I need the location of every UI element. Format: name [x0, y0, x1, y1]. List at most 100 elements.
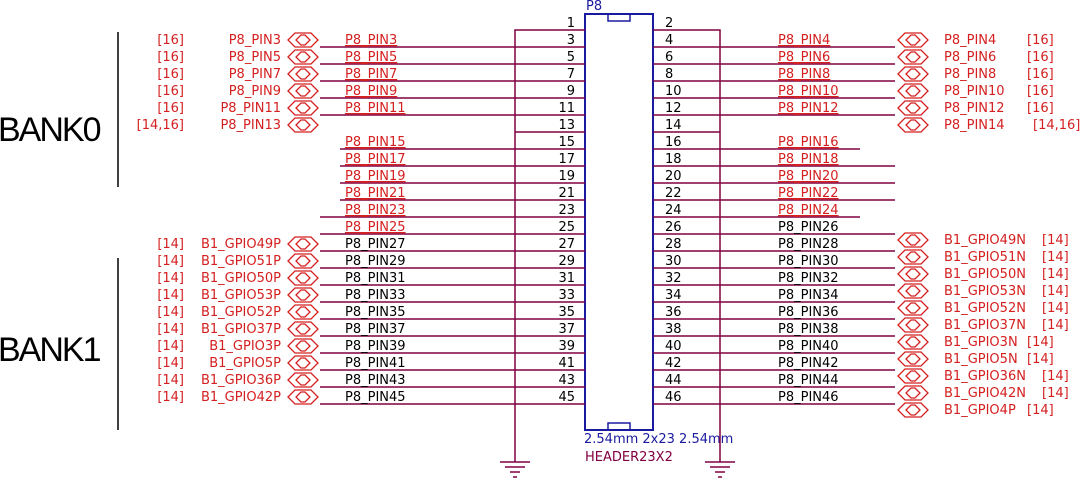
- net-label: P8_PIN38: [778, 322, 839, 337]
- left-port-b1-gpio50p: [14] B1_GPIO50P: [157, 270, 319, 286]
- net-label: P8_PIN20: [778, 169, 839, 184]
- net-label: P8_PIN35: [345, 305, 406, 320]
- pin-30: 30 P8_PIN30: [653, 254, 895, 269]
- port-name: B1_GPIO49P: [201, 237, 281, 252]
- port-name: B1_GPIO36P: [201, 373, 281, 388]
- pin-43: 43 P8_PIN43: [320, 373, 585, 388]
- pin-number: 18: [665, 152, 682, 167]
- left-port-p8-pin3: [16] P8_PIN3: [157, 32, 319, 48]
- pin-20: 20 P8_PIN20: [653, 169, 895, 184]
- port-inner: [295, 102, 311, 114]
- net-label: P8_PIN45: [345, 390, 406, 405]
- port-name: B1_GPIO5P: [209, 356, 281, 371]
- port-outline: [897, 232, 929, 248]
- port-name: P8_PIN4: [944, 33, 996, 48]
- pin-number: 19: [558, 169, 575, 184]
- pin-42: 42 P8_PIN42: [653, 356, 895, 371]
- port-name: B1_GPIO53P: [201, 288, 281, 303]
- left-port-b1-gpio37p: [14] B1_GPIO37P: [157, 321, 319, 337]
- left-port-p8-pin7: [16] P8_PIN7: [157, 66, 319, 82]
- pin-31: 31 P8_PIN31: [320, 271, 585, 286]
- port-inner: [295, 255, 311, 267]
- pin-number: 32: [665, 271, 682, 286]
- port-outline: [287, 338, 319, 354]
- pin-44: 44 P8_PIN44: [653, 373, 895, 388]
- port-inner: [295, 68, 311, 80]
- net-label: P8_PIN32: [778, 271, 839, 286]
- net-label: P8_PIN34: [778, 288, 839, 303]
- pin-6: 6 P8_PIN6: [653, 50, 895, 65]
- port-inner: [295, 306, 311, 318]
- pin-number: 6: [665, 50, 673, 65]
- right-port-p8-pin4: P8_PIN4 [16]: [897, 32, 1054, 48]
- port-name: B1_GPIO36N: [944, 369, 1026, 384]
- net-label: P8_PIN10: [778, 84, 839, 99]
- pin-number: 12: [665, 101, 682, 116]
- port-ref: [16]: [1027, 84, 1054, 99]
- port-ref: [14]: [1042, 369, 1069, 384]
- port-name: B1_GPIO52P: [201, 305, 281, 320]
- left-port-b1-gpio42p: [14] B1_GPIO42P: [157, 389, 319, 405]
- right-port-b1-gpio52n: B1_GPIO52N [14]: [897, 300, 1069, 316]
- connector-body: P8 2.54mm 2x23 2.54mm HEADER23X2: [584, 0, 733, 465]
- pin-3: 3 P8_PIN3: [320, 33, 585, 48]
- pin-7: 7 P8_PIN7: [320, 67, 585, 82]
- connector-footprint: 2.54mm 2x23 2.54mm: [584, 432, 733, 447]
- port-inner: [905, 85, 921, 97]
- left-port-p8-pin13: [14,16] P8_PIN13: [137, 117, 319, 133]
- pin-number: 4: [665, 33, 673, 48]
- pin-11: 11 P8_PIN11: [320, 101, 585, 116]
- pin-number: 25: [558, 220, 575, 235]
- port-outline: [287, 32, 319, 48]
- pin-39: 39 P8_PIN39: [320, 339, 585, 354]
- port-inner: [295, 340, 311, 352]
- port-outline: [287, 389, 319, 405]
- port-name: B1_GPIO3P: [209, 339, 281, 354]
- pin-38: 38 P8_PIN38: [653, 322, 895, 337]
- port-inner: [905, 268, 921, 280]
- right-port-p8-pin10: P8_PIN10 [16]: [897, 83, 1054, 99]
- port-outline: [897, 266, 929, 282]
- left-port-b1-gpio49p: [14] B1_GPIO49P: [157, 236, 319, 252]
- port-name: B1_GPIO42P: [201, 390, 281, 405]
- net-label: P8_PIN29: [345, 254, 406, 269]
- port-outline: [897, 100, 929, 116]
- left-port-b1-gpio3p: [14] B1_GPIO3P: [157, 338, 319, 354]
- port-inner: [295, 391, 311, 403]
- port-ref: [14]: [1042, 301, 1069, 316]
- net-label: P8_PIN4: [778, 33, 830, 48]
- port-outline: [897, 83, 929, 99]
- pin-number: 34: [665, 288, 682, 303]
- pin-number: 45: [558, 390, 575, 405]
- port-outline: [897, 66, 929, 82]
- port-inner: [905, 119, 921, 131]
- port-name: P8_PIN6: [944, 50, 996, 65]
- ground-right-icon: [705, 461, 735, 478]
- port-outline: [287, 253, 319, 269]
- pin-1: 1: [567, 16, 575, 31]
- pin-number: 14: [665, 118, 682, 133]
- pin-number: 43: [558, 373, 575, 388]
- port-ref: [14]: [1027, 352, 1054, 367]
- net-label: P8_PIN42: [778, 356, 839, 371]
- port-name: B1_GPIO37P: [201, 322, 281, 337]
- pin-26: 26 P8_PIN26: [653, 220, 895, 235]
- port-outline: [897, 351, 929, 367]
- port-name: B1_GPIO50N: [944, 267, 1026, 282]
- pin-number: 39: [558, 339, 575, 354]
- right-port-b1-gpio42n: B1_GPIO42N [14]: [897, 385, 1069, 401]
- port-name: B1_GPIO51P: [201, 254, 281, 269]
- port-inner: [295, 238, 311, 250]
- port-outline: [897, 300, 929, 316]
- pin-number: 33: [558, 288, 575, 303]
- port-inner: [295, 85, 311, 97]
- pin-14: 14: [665, 118, 682, 133]
- pin-number: 28: [665, 237, 682, 252]
- right-port-p8-pin14: P8_PIN14 [14,16]: [897, 117, 1080, 133]
- port-outline: [287, 355, 319, 371]
- port-name: B1_GPIO53N: [944, 284, 1026, 299]
- port-inner: [295, 272, 311, 284]
- pin-28: 28 P8_PIN28: [653, 237, 895, 252]
- pin-number: 5: [567, 50, 575, 65]
- port-name: P8_PIN11: [220, 101, 281, 116]
